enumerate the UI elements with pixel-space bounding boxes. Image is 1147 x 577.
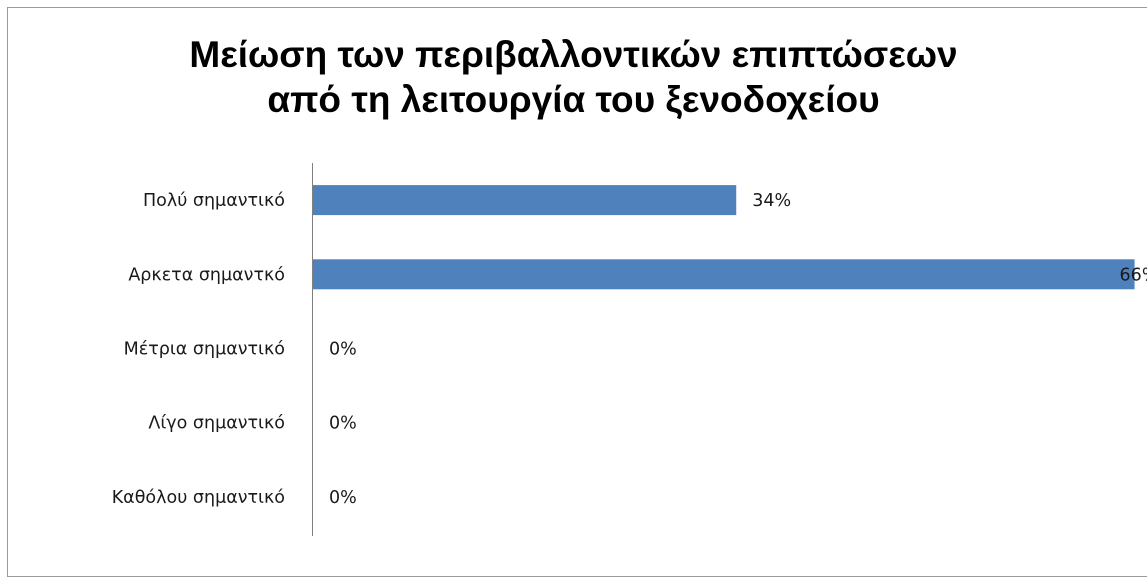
labels-layer: Πολύ σημαντικό 34% Αρκετα σημαντκό 66% Μέτρι…	[112, 191, 1147, 508]
chart-title-line-1: Μείωση των περιβαλλοντικών επιπτώσεων	[189, 34, 958, 75]
category-label: Καθόλου σημαντικό	[112, 488, 285, 508]
category-label: Αρκετα σημαντκό	[128, 265, 285, 285]
bar-data-label: 66%	[1120, 265, 1147, 285]
chart-title-line-2: από τη λειτουργία του ξενοδοχείου	[267, 79, 880, 120]
bar-data-label: 0%	[329, 414, 357, 434]
category-label: Πολύ σημαντικό	[143, 191, 285, 211]
bar-chart: Πολύ σημαντικό 34% Αρκετα σημαντκό 66% Μέτρι…	[112, 163, 1147, 536]
category-label: Λίγο σημαντικό	[148, 414, 285, 434]
bars-layer	[313, 185, 1135, 290]
bar-data-label: 0%	[329, 340, 357, 360]
bar-data-label: 0%	[329, 488, 357, 508]
bar	[313, 185, 737, 216]
chart-title: Μείωση των περιβαλλοντικών επιπτώσεων απ…	[0, 32, 1147, 122]
category-label: Μέτρια σημαντικό	[124, 340, 285, 360]
bar	[313, 259, 1135, 290]
bar-data-label: 34%	[752, 191, 791, 211]
